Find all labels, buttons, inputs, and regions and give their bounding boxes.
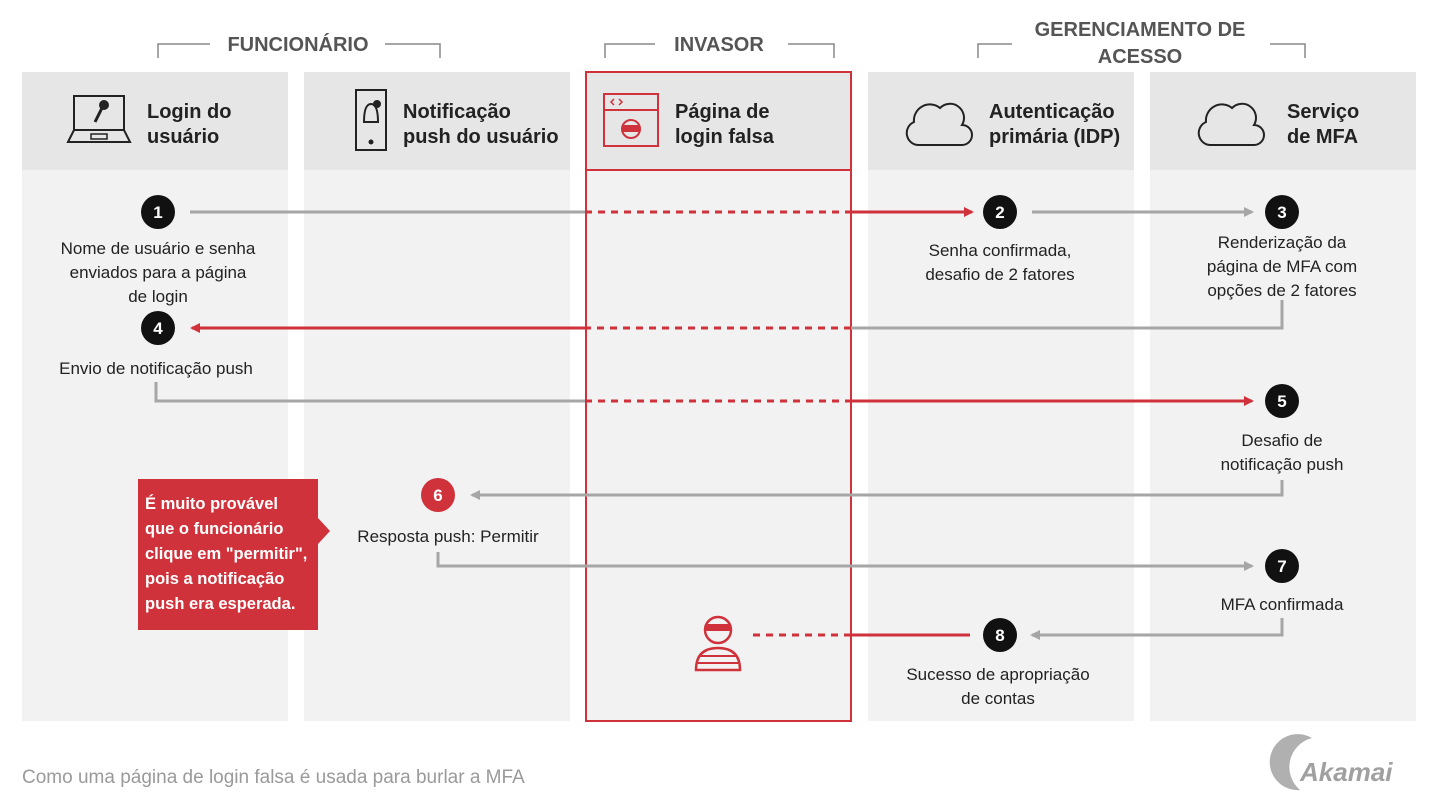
column-header-push-notification: Notificação push do usuário bbox=[355, 89, 559, 151]
svg-text:Envio de notificação push: Envio de notificação push bbox=[59, 359, 253, 378]
column-title: Notificação bbox=[403, 101, 511, 123]
svg-text:opções de 2 fatores: opções de 2 fatores bbox=[1207, 281, 1356, 300]
svg-text:Sucesso de apropriação: Sucesso de apropriação bbox=[906, 665, 1089, 684]
svg-text:Resposta push: Permitir: Resposta push: Permitir bbox=[357, 527, 539, 546]
group-label: FUNCIONÁRIO bbox=[227, 33, 368, 56]
group-attacker: INVASOR bbox=[604, 34, 835, 58]
svg-text:de login: de login bbox=[128, 287, 188, 306]
group-employee: FUNCIONÁRIO bbox=[157, 33, 441, 58]
flow-arrows bbox=[154, 207, 1284, 640]
callout-note: É muito provável que o funcionário cliqu… bbox=[138, 479, 330, 630]
svg-text:enviados para a página: enviados para a página bbox=[70, 263, 247, 282]
svg-text:clique em "permitir",: clique em "permitir", bbox=[145, 545, 307, 563]
column-header-user-login: Login do usuário bbox=[66, 95, 231, 148]
svg-text:desafio de 2 fatores: desafio de 2 fatores bbox=[925, 265, 1074, 284]
svg-text:2: 2 bbox=[995, 203, 1004, 222]
group-label: INVASOR bbox=[674, 34, 764, 56]
svg-text:8: 8 bbox=[995, 626, 1004, 645]
svg-text:push era esperada.: push era esperada. bbox=[145, 595, 295, 613]
cloud-icon bbox=[905, 102, 973, 146]
svg-text:Senha confirmada,: Senha confirmada, bbox=[929, 241, 1072, 260]
svg-text:de contas: de contas bbox=[961, 689, 1035, 708]
phone-bell-icon bbox=[355, 89, 387, 151]
column-header-fake-login-page: Página de login falsa bbox=[603, 93, 775, 148]
step-7: 7 bbox=[1265, 549, 1299, 583]
column-title: de MFA bbox=[1287, 126, 1358, 148]
step-4: 4 bbox=[141, 311, 175, 345]
column-title: login falsa bbox=[675, 126, 775, 148]
column-title: push do usuário bbox=[403, 126, 559, 148]
svg-text:MFA confirmada: MFA confirmada bbox=[1221, 595, 1344, 614]
arrow-6-to-7 bbox=[436, 552, 1254, 571]
svg-text:notificação push: notificação push bbox=[1221, 455, 1344, 474]
svg-text:3: 3 bbox=[1277, 203, 1286, 222]
fake-page-icon bbox=[603, 93, 659, 147]
svg-text:Nome de usuário e senha: Nome de usuário e senha bbox=[61, 239, 256, 258]
group-label: ACESSO bbox=[1098, 46, 1182, 68]
step-8: 8 bbox=[983, 618, 1017, 652]
cloud-icon bbox=[1197, 102, 1265, 146]
step-6: 6 bbox=[421, 478, 455, 512]
svg-text:que o funcionário: que o funcionário bbox=[145, 520, 283, 538]
arrow-7-to-8 bbox=[1030, 618, 1284, 640]
svg-text:5: 5 bbox=[1277, 392, 1286, 411]
column-title: primária (IDP) bbox=[989, 126, 1120, 148]
column-title: usuário bbox=[147, 126, 219, 148]
svg-text:Desafio de: Desafio de bbox=[1241, 431, 1322, 450]
step-5: 5 bbox=[1265, 384, 1299, 418]
akamai-logo: Akamai bbox=[1269, 734, 1393, 791]
svg-text:6: 6 bbox=[433, 486, 442, 505]
column-title: Serviço bbox=[1287, 101, 1359, 123]
arrow-5-to-6 bbox=[470, 480, 1284, 500]
svg-text:pois a notificação: pois a notificação bbox=[145, 570, 284, 588]
svg-text:7: 7 bbox=[1277, 557, 1286, 576]
arrow-3-to-4 bbox=[190, 300, 1284, 333]
column-header-primary-auth: Autenticação primária (IDP) bbox=[905, 101, 1120, 148]
svg-text:1: 1 bbox=[153, 203, 162, 222]
svg-text:É muito provável: É muito provável bbox=[145, 494, 278, 513]
caption: Como uma página de login falsa é usada p… bbox=[22, 767, 525, 788]
laptop-key-icon bbox=[66, 95, 132, 143]
column-header-mfa-service: Serviço de MFA bbox=[1197, 101, 1359, 148]
step-labels: Nome de usuário e senha enviados para a … bbox=[59, 233, 1357, 708]
column-title: Página de bbox=[675, 101, 769, 123]
svg-text:página de MFA com: página de MFA com bbox=[1207, 257, 1357, 276]
svg-text:4: 4 bbox=[153, 319, 163, 338]
column-title: Autenticação bbox=[989, 101, 1115, 123]
column-title: Login do bbox=[147, 101, 231, 123]
group-label: GERENCIAMENTO DE bbox=[1035, 19, 1246, 41]
group-access-management: GERENCIAMENTO DE ACESSO bbox=[977, 19, 1306, 68]
step-1: 1 bbox=[141, 195, 175, 229]
attacker-icon bbox=[694, 615, 742, 672]
svg-text:Akamai: Akamai bbox=[1299, 757, 1393, 787]
step-3: 3 bbox=[1265, 195, 1299, 229]
arrow-4-to-5 bbox=[154, 382, 1254, 406]
svg-text:Renderização da: Renderização da bbox=[1218, 233, 1347, 252]
step-2: 2 bbox=[983, 195, 1017, 229]
